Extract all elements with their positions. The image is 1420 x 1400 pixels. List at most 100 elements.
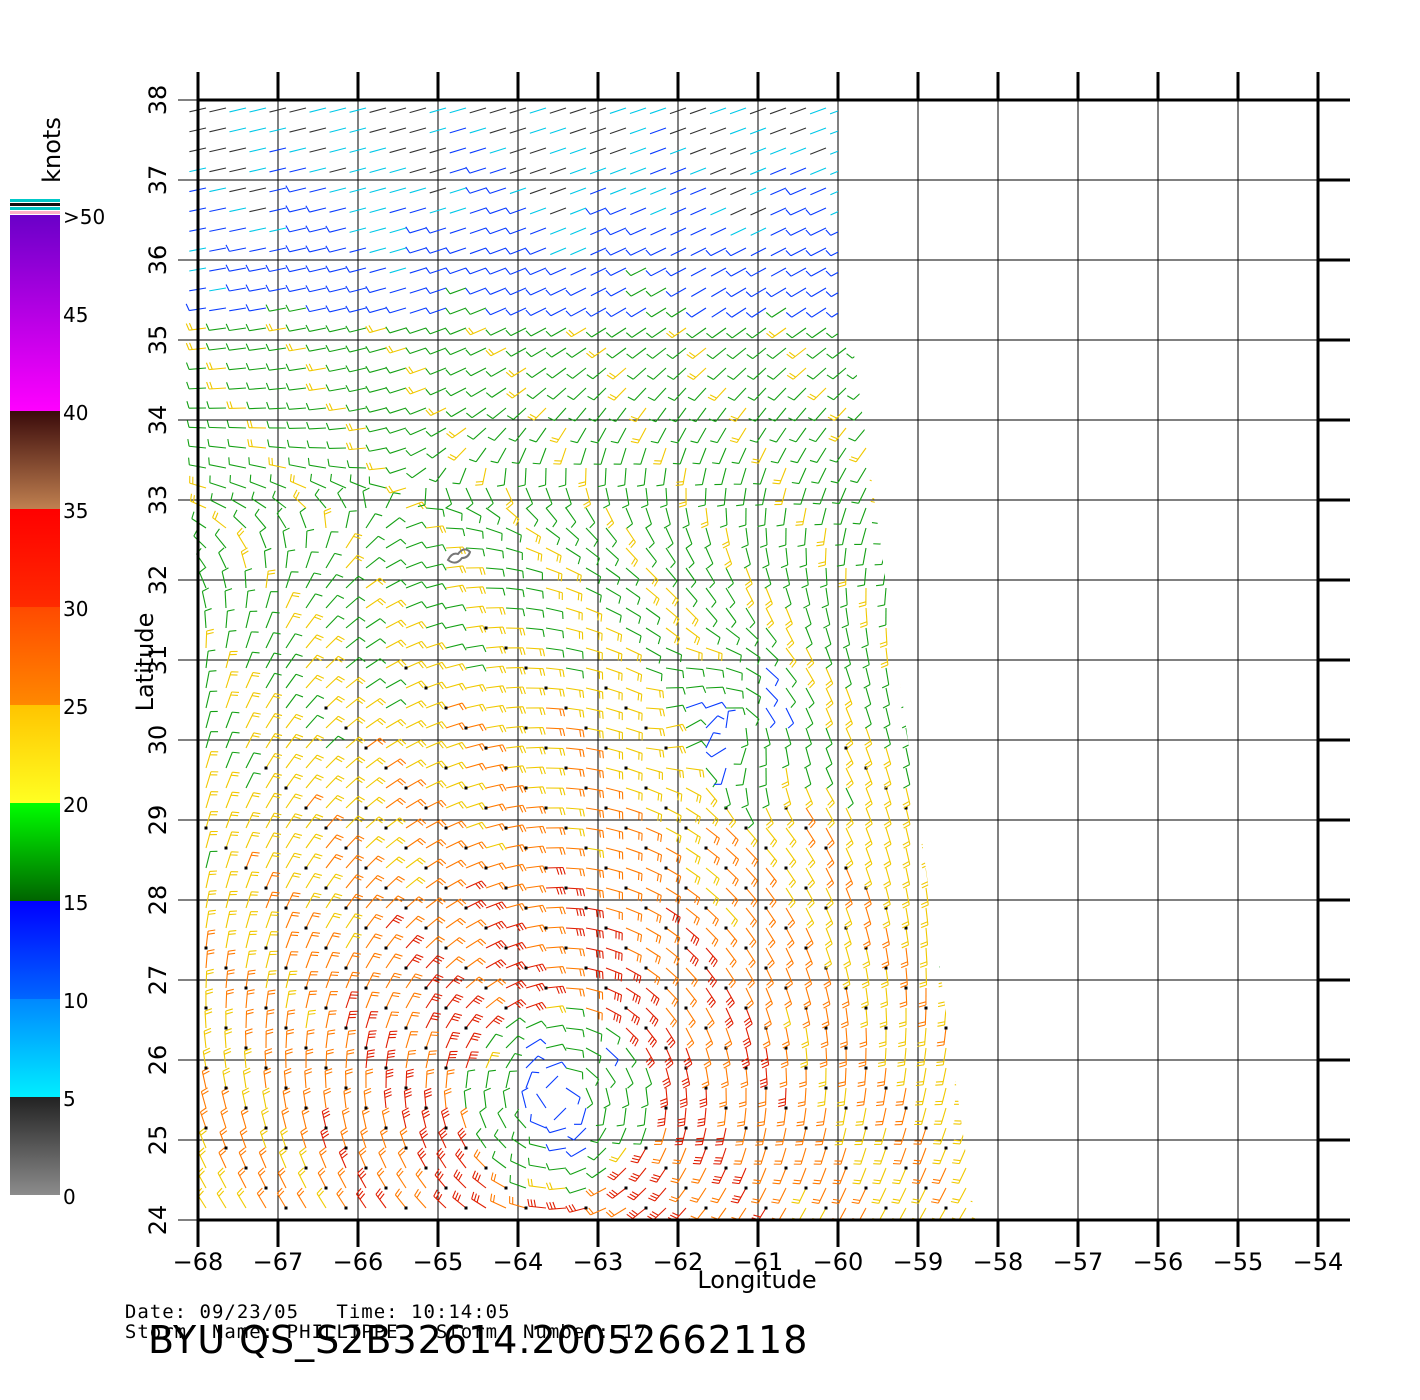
wind-barb (705, 927, 719, 941)
wind-barb-flag (274, 752, 283, 757)
wind-barb-flag (549, 439, 558, 443)
wind-barb-flag (519, 746, 523, 754)
wind-barb-flag (947, 435, 954, 441)
wind-barb (245, 911, 252, 929)
wind-barb-flag (692, 1162, 701, 1165)
wind-barb-flag (324, 511, 332, 515)
wind-barb-flag (876, 1101, 884, 1104)
wind-barb-flag (435, 1191, 440, 1199)
wind-barb-flag (841, 1024, 849, 1029)
wind-barb (605, 567, 621, 579)
wind-barb-flag (535, 1004, 541, 1011)
wind-barb-flag (296, 1187, 303, 1194)
wind-barb (285, 633, 296, 649)
wind-barb-flag (478, 763, 484, 771)
wind-barb-flag (728, 819, 735, 826)
wind-barb (593, 1147, 607, 1161)
wind-barb (549, 1167, 567, 1171)
wind-barb-flag (545, 351, 553, 358)
wind-barb (921, 587, 927, 605)
wind-barb-flag (458, 703, 464, 711)
rain-flag-marker (304, 866, 308, 870)
wind-barb-flag (651, 1041, 657, 1048)
wind-barb-flag (832, 1182, 840, 1185)
wind-barb-flag (842, 980, 850, 986)
wind-barb (915, 467, 927, 482)
wind-barb-flag (863, 964, 870, 969)
wind-barb-flag (622, 504, 630, 509)
wind-barb (745, 707, 760, 720)
wind-barb-flag (889, 478, 897, 483)
wind-barb-flag (401, 1107, 409, 1112)
wind-barb-flag (599, 790, 601, 798)
wind-barb-flag (655, 998, 660, 1006)
wind-barb-flag (352, 971, 360, 974)
wind-barb (805, 667, 816, 683)
wind-barb-flag (265, 1051, 273, 1055)
wind-barb-flag (495, 1033, 503, 1038)
rain-flag-marker (444, 886, 448, 890)
wind-barb (585, 587, 602, 596)
wind-barb (345, 677, 360, 689)
wind-barb (904, 607, 907, 625)
wind-barb (505, 547, 523, 554)
wind-barb-flag (258, 1190, 265, 1197)
wind-barb-flag (458, 802, 464, 809)
rain-flag-marker (504, 766, 508, 770)
wind-barb-flag (333, 932, 341, 935)
wind-barb-flag (588, 418, 596, 422)
wind-barb-flag (378, 1170, 385, 1177)
wind-barb (612, 1187, 627, 1199)
rain-flag-marker (644, 1146, 648, 1150)
wind-barb-flag (299, 507, 307, 513)
wind-barb (345, 533, 356, 549)
wind-barb-flag (952, 1198, 960, 1201)
wind-barb-flag (827, 416, 835, 421)
wind-barb (325, 1050, 328, 1069)
wind-barb-flag (462, 604, 467, 612)
wind-barb-flag (866, 803, 873, 809)
wind-barb (964, 947, 967, 966)
rain-flag-marker (224, 1086, 228, 1090)
wind-barb-flag (694, 875, 698, 883)
wind-barb (272, 497, 287, 509)
wind-barb-flag (186, 381, 190, 390)
wind-barb-flag (322, 1110, 330, 1116)
wind-barb-flag (678, 724, 684, 732)
wind-barb-flag (860, 624, 868, 628)
rain-flag-marker (744, 886, 748, 890)
wind-barb-flag (651, 1017, 657, 1025)
wind-barb-flag (946, 393, 953, 399)
wind-barb-flag (393, 492, 401, 495)
wind-barb-flag (274, 812, 282, 816)
wind-barb-flag (857, 1084, 865, 1087)
wind-barb-flag (921, 784, 929, 789)
wind-barb (860, 1147, 867, 1165)
wind-barb-flag (560, 573, 563, 582)
wind-barb (385, 559, 402, 569)
wind-barb (505, 527, 522, 536)
wind-barb-flag (967, 455, 975, 461)
wind-barb-flag (437, 860, 444, 866)
wind-barb (251, 498, 267, 509)
wind-barb-flag (429, 1050, 437, 1052)
wind-barb (263, 551, 267, 569)
wind-barb-flag (313, 875, 321, 879)
wind-barb (685, 907, 700, 919)
wind-barb-flag (762, 564, 770, 569)
wind-barb-flag (830, 480, 838, 484)
rain-flag-marker (284, 1206, 288, 1210)
wind-barb-flag (579, 848, 582, 857)
wind-barb-flag (571, 1204, 577, 1211)
wind-barb-flag (618, 596, 622, 604)
wind-barb (405, 954, 417, 969)
wind-barb-flag (633, 972, 636, 981)
wind-barb-flag (922, 824, 930, 829)
wind-barb-flag (734, 859, 740, 867)
wind-barb-flag (472, 1019, 480, 1023)
wind-barb (425, 507, 443, 511)
wind-barb (505, 587, 523, 591)
wind-barb-flag (369, 1030, 377, 1032)
wind-barb (901, 567, 907, 585)
wind-barb-flag (346, 1052, 355, 1055)
